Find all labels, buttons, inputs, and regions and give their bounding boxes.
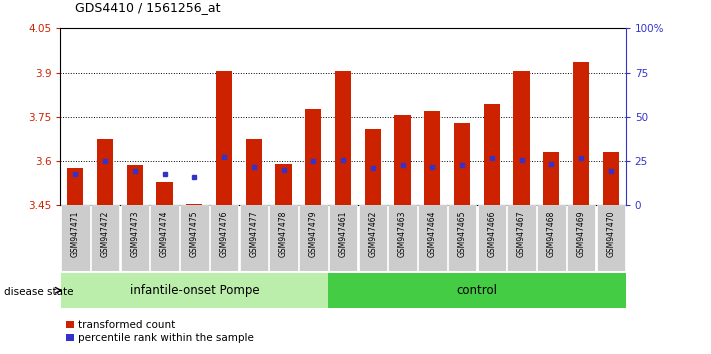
Text: GSM947470: GSM947470 xyxy=(606,211,615,257)
Bar xyxy=(91,205,119,271)
Bar xyxy=(537,205,565,271)
Bar xyxy=(567,205,595,271)
Bar xyxy=(478,205,506,271)
Text: GSM947478: GSM947478 xyxy=(279,211,288,257)
Bar xyxy=(395,115,411,205)
Bar xyxy=(328,205,358,271)
Bar xyxy=(305,109,321,205)
Bar xyxy=(156,182,173,205)
Text: GSM947467: GSM947467 xyxy=(517,211,526,257)
Text: GSM947468: GSM947468 xyxy=(547,211,556,257)
Bar xyxy=(424,111,441,205)
Bar xyxy=(61,273,328,308)
Text: GSM947463: GSM947463 xyxy=(398,211,407,257)
Text: disease state: disease state xyxy=(4,287,73,297)
Text: GSM947469: GSM947469 xyxy=(577,211,586,257)
Bar xyxy=(513,71,530,205)
Bar xyxy=(365,129,381,205)
Bar xyxy=(418,205,447,271)
Bar xyxy=(597,205,625,271)
Legend: transformed count, percentile rank within the sample: transformed count, percentile rank withi… xyxy=(65,320,254,343)
Text: GSM947471: GSM947471 xyxy=(71,211,80,257)
Bar xyxy=(454,123,470,205)
Bar xyxy=(448,205,476,271)
Text: GSM947475: GSM947475 xyxy=(190,211,199,257)
Text: GSM947472: GSM947472 xyxy=(100,211,109,257)
Bar xyxy=(275,164,292,205)
Text: GSM947476: GSM947476 xyxy=(220,211,228,257)
Bar xyxy=(61,205,90,271)
Text: GSM947477: GSM947477 xyxy=(250,211,258,257)
Bar xyxy=(603,152,619,205)
Bar xyxy=(335,71,351,205)
Text: GSM947473: GSM947473 xyxy=(130,211,139,257)
Bar xyxy=(543,152,560,205)
Bar xyxy=(507,205,536,271)
Bar xyxy=(186,204,203,205)
Bar xyxy=(150,205,179,271)
Bar xyxy=(180,205,208,271)
Text: GDS4410 / 1561256_at: GDS4410 / 1561256_at xyxy=(75,1,220,14)
Bar xyxy=(67,169,83,205)
Bar xyxy=(573,62,589,205)
Bar xyxy=(299,205,328,271)
Bar xyxy=(245,139,262,205)
Text: GSM947466: GSM947466 xyxy=(487,211,496,257)
Bar xyxy=(240,205,268,271)
Bar xyxy=(127,166,143,205)
Bar xyxy=(388,205,417,271)
Text: GSM947461: GSM947461 xyxy=(338,211,348,257)
Text: GSM947464: GSM947464 xyxy=(428,211,437,257)
Bar xyxy=(269,205,298,271)
Bar xyxy=(483,104,500,205)
Bar xyxy=(216,71,232,205)
Text: GSM947479: GSM947479 xyxy=(309,211,318,257)
Bar xyxy=(121,205,149,271)
Text: GSM947465: GSM947465 xyxy=(458,211,466,257)
Text: GSM947462: GSM947462 xyxy=(368,211,378,257)
Bar xyxy=(328,273,626,308)
Bar xyxy=(97,139,113,205)
Bar xyxy=(358,205,387,271)
Text: control: control xyxy=(456,284,498,297)
Text: infantile-onset Pompe: infantile-onset Pompe xyxy=(130,284,260,297)
Text: GSM947474: GSM947474 xyxy=(160,211,169,257)
Bar xyxy=(210,205,238,271)
